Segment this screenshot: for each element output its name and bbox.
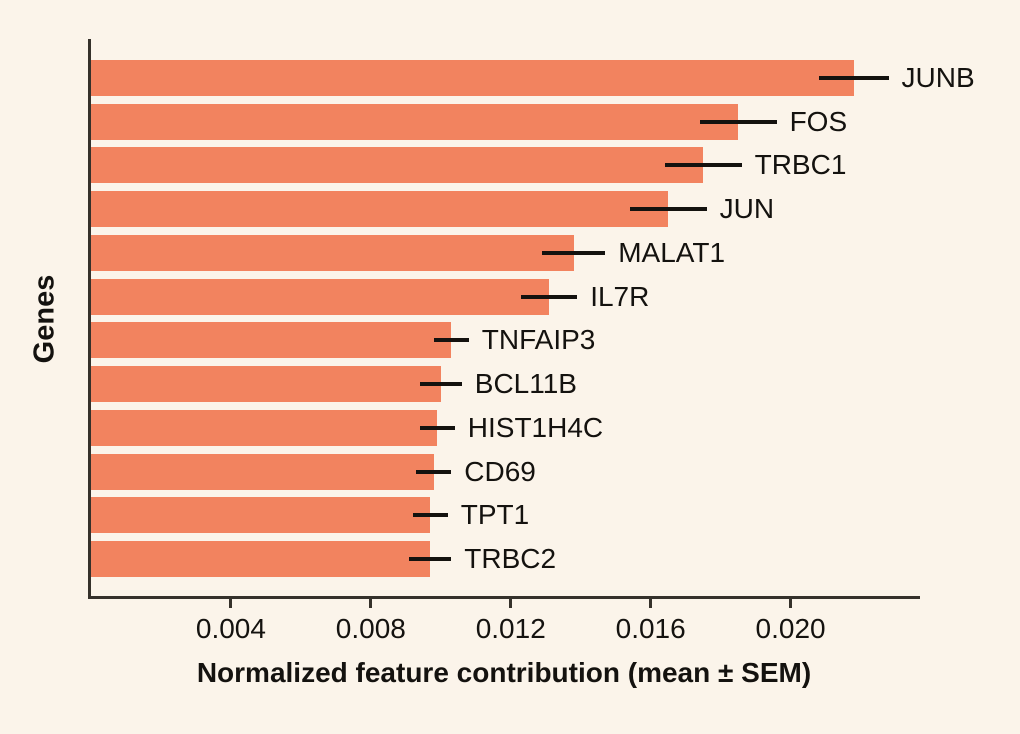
bar-bcl11b xyxy=(91,366,441,403)
bar-fos xyxy=(91,103,739,140)
bar-il7r xyxy=(91,278,550,315)
gene-label-tpt1: TPT1 xyxy=(460,499,530,531)
bar-row-hist1h4c: HIST1H4C xyxy=(91,409,920,446)
error-bar-tnfaip3 xyxy=(433,338,469,343)
gene-label-junb: JUNB xyxy=(901,62,975,93)
x-tick-0.016 xyxy=(649,599,653,608)
bar-row-tnfaip3: TNFAIP3 xyxy=(91,322,920,359)
gene-label-malat1: MALAT1 xyxy=(618,236,726,268)
bar-row-cd69: CD69 xyxy=(91,453,920,490)
x-tick-0.020 xyxy=(789,599,793,608)
gene-label-cd69: CD69 xyxy=(464,455,536,487)
error-bar-jun xyxy=(629,207,707,212)
error-bar-junb xyxy=(818,76,889,80)
gene-label-jun: JUN xyxy=(719,193,775,225)
gene-label-il7r: IL7R xyxy=(590,280,650,312)
error-bar-trbc1 xyxy=(664,163,742,168)
x-tick-label-0.016: 0.016 xyxy=(615,613,686,644)
bar-row-fos: FOS xyxy=(91,103,920,140)
bar-row-malat1: MALAT1 xyxy=(91,234,920,271)
x-tick-label-0.004: 0.004 xyxy=(195,613,266,644)
error-bar-il7r xyxy=(521,294,578,299)
bar-row-tpt1: TPT1 xyxy=(91,497,920,534)
bar-row-trbc1: TRBC1 xyxy=(91,147,920,184)
x-tick-0.008 xyxy=(369,599,373,608)
bar-malat1 xyxy=(91,234,574,271)
plot-area: JUNB FOS TRBC1 JUN MALAT1 IL7R TNFAIP3 BCL11B HI… xyxy=(88,39,975,599)
error-bar-fos xyxy=(699,119,777,124)
error-bar-cd69 xyxy=(416,469,452,474)
bar-cd69 xyxy=(91,453,434,490)
error-bar-hist1h4c xyxy=(419,425,455,430)
x-tick-label-0.020: 0.020 xyxy=(755,613,826,644)
x-tick-0.004 xyxy=(229,599,233,608)
gene-label-trbc1: TRBC1 xyxy=(754,149,847,181)
error-bar-trbc2 xyxy=(409,556,452,561)
bar-row-trbc2: TRBC2 xyxy=(91,540,920,577)
bar-tnfaip3 xyxy=(91,322,452,359)
bar-row-junb: JUNB xyxy=(91,60,975,96)
bar-row-il7r: IL7R xyxy=(91,278,920,315)
gene-label-tnfaip3: TNFAIP3 xyxy=(481,324,596,356)
bar-junb xyxy=(91,60,854,96)
bar-row-jun: JUN xyxy=(91,191,920,228)
gene-label-hist1h4c: HIST1H4C xyxy=(467,411,604,443)
bar-trbc1 xyxy=(91,147,704,184)
gene-label-trbc2: TRBC2 xyxy=(464,542,557,574)
x-tick-label-0.012: 0.012 xyxy=(475,613,546,644)
error-bar-malat1 xyxy=(542,250,606,255)
bar-hist1h4c xyxy=(91,409,438,446)
bar-tpt1 xyxy=(91,497,431,534)
gene-label-fos: FOS xyxy=(789,105,848,137)
error-bar-tpt1 xyxy=(412,513,448,518)
x-axis-title: Normalized feature contribution (mean ± … xyxy=(196,657,812,688)
bar-row-bcl11b: BCL11B xyxy=(91,366,920,403)
y-axis-title: Genes xyxy=(28,274,61,364)
x-axis: 0.004 0.008 0.012 0.016 0.020 xyxy=(91,599,920,659)
bar-jun xyxy=(91,191,669,228)
x-tick-0.012 xyxy=(509,599,513,608)
x-tick-label-0.008: 0.008 xyxy=(335,613,406,644)
error-bar-bcl11b xyxy=(419,382,462,387)
gene-label-bcl11b: BCL11B xyxy=(474,368,577,400)
bar-trbc2 xyxy=(91,540,431,577)
